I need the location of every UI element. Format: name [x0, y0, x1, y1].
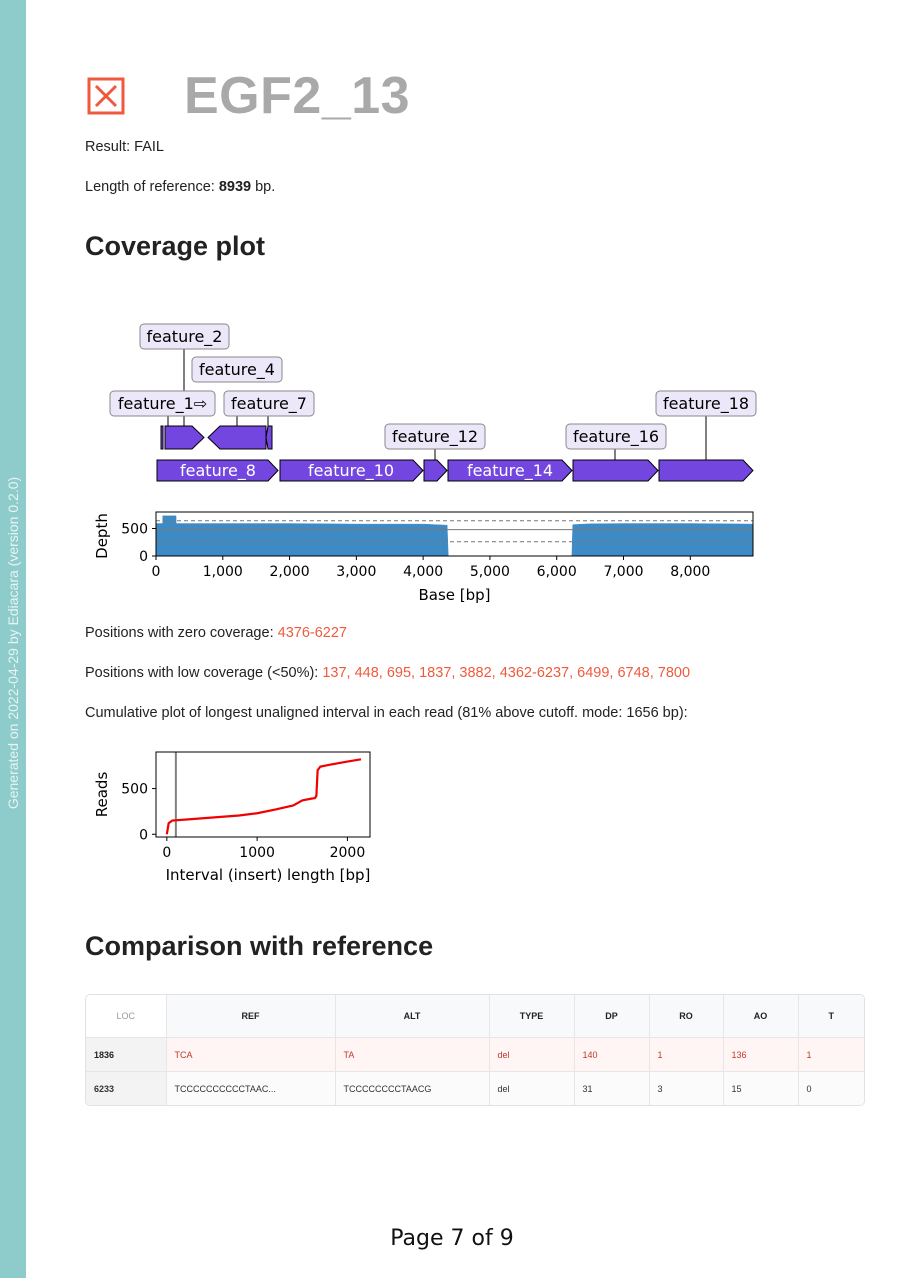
plot-frame [155, 751, 371, 838]
low-coverage-value: 137, 448, 695, 1837, 3882, 4362-6237, 64… [322, 665, 691, 681]
feature-label-4: feature_4 [199, 360, 275, 380]
feature-label-18: feature_18 [663, 394, 749, 414]
table-cell: del [489, 1071, 575, 1105]
x-axis-label: Interval (insert) length [bp] [166, 866, 371, 884]
page-header: EGF2_13 [86, 67, 411, 125]
comparison-heading: Comparison with reference [85, 931, 434, 961]
cumulative-line [165, 758, 362, 835]
table-cell: 0 [798, 1071, 864, 1105]
table-cell: 140 [574, 1037, 650, 1072]
column-header: DP [574, 995, 650, 1038]
table-cell: 3 [649, 1071, 724, 1105]
table-cell: 15 [723, 1071, 799, 1105]
table-cell: 136 [723, 1037, 799, 1072]
table-cell: TCA [166, 1037, 336, 1072]
feature-label-16: feature_16 [573, 427, 659, 447]
y-axis-label: Depth [93, 513, 111, 559]
column-header: AO [723, 995, 799, 1038]
x-tick-label: 6,000 [537, 564, 577, 580]
table-row: 6233 TCCCCCCCCCCTAAC... TCCCCCCCCTAACG d… [86, 1071, 864, 1105]
coverage-heading: Coverage plot [85, 231, 266, 261]
x-tick-label: 2000 [330, 845, 366, 861]
x-axis-label: Base [bp] [418, 586, 490, 604]
plot-frame [155, 511, 754, 557]
reference-length-value: 8939 [218, 179, 252, 195]
x-tick-label: 0 [152, 564, 161, 580]
result-line: Result: FAIL [85, 139, 164, 155]
feature-label-12: feature_12 [392, 427, 478, 447]
table-cell: 1836 [86, 1037, 167, 1072]
fail-box-x-icon [87, 77, 125, 115]
x-tick-label: 7,000 [603, 564, 643, 580]
column-header: T [798, 995, 864, 1038]
x-tick-label: 8,000 [670, 564, 710, 580]
table-cell: TCCCCCCCCTAACG [335, 1071, 490, 1105]
cumulative-caption: Cumulative plot of longest unaligned int… [85, 705, 688, 721]
y-tick-label: 0 [139, 549, 148, 565]
table-cell: TA [335, 1037, 490, 1072]
x-tick-label: 0 [162, 845, 171, 861]
feature-label-1: feature_1⇨ [118, 394, 207, 414]
table-cell: 6233 [86, 1071, 167, 1105]
coverage-chart: 0 1,000 2,000 3,000 4,000 5,000 6,000 7,000 8,00… [93, 511, 754, 604]
column-header: LOC [86, 995, 167, 1038]
x-tick-label: 1,000 [203, 564, 243, 580]
y-tick-label: 500 [121, 782, 148, 798]
feature-label-8: feature_8 [180, 461, 256, 481]
x-tick-label: 1000 [239, 845, 275, 861]
y-tick-label: 500 [121, 522, 148, 538]
table-row: 1836 TCA TA del 140 1 136 1 [86, 1037, 864, 1072]
x-tick-label: 2,000 [270, 564, 310, 580]
page-title: EGF2_13 [184, 67, 411, 125]
feature-label-14: feature_14 [467, 461, 553, 481]
comparison-table: LOC REF ALT TYPE DP RO AO T 1836 TCA TA … [85, 994, 865, 1106]
table-cell: TCCCCCCCCCCTAAC... [166, 1071, 336, 1105]
reference-length-line: Length of reference: 8939 bp. [85, 179, 276, 195]
zero-coverage-line: Positions with zero coverage: 4376-6227 [85, 625, 347, 641]
feature-map: feature_2 feature_4 feature_1⇨ feature_7… [109, 323, 757, 482]
column-header: ALT [335, 995, 490, 1038]
sidebar-shape [0, 0, 26, 1278]
y-tick-label: 0 [139, 827, 148, 843]
table-cell: 1 [649, 1037, 724, 1072]
feature-label-7: feature_7 [231, 394, 307, 414]
plot-background [156, 752, 370, 837]
x-tick-label: 5,000 [470, 564, 510, 580]
column-header: RO [649, 995, 724, 1038]
column-header: TYPE [489, 995, 575, 1038]
table-cell: 31 [574, 1071, 650, 1105]
feature-label-2: feature_2 [147, 327, 223, 347]
result-value: FAIL [134, 139, 164, 155]
x-tick-label: 3,000 [336, 564, 376, 580]
table-header-row: LOC REF ALT TYPE DP RO AO T [86, 995, 864, 1038]
feature-label-10: feature_10 [308, 461, 394, 481]
zero-coverage-value: 4376-6227 [277, 625, 347, 641]
y-axis-label: Reads [93, 772, 111, 818]
x-tick-label: 4,000 [403, 564, 443, 580]
low-coverage-line: Positions with low coverage (<50%): 137,… [85, 665, 691, 681]
column-header: REF [166, 995, 336, 1038]
table-cell: del [489, 1037, 575, 1072]
cumulative-chart: 0 1000 2000 0 500 Interval (insert) length [b… [93, 751, 371, 884]
page-number: Page 7 of 9 [390, 1226, 514, 1251]
coverage-area [155, 515, 754, 557]
table-cell: 1 [798, 1037, 864, 1072]
